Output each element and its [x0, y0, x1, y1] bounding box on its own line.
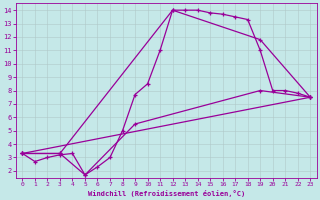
- X-axis label: Windchill (Refroidissement éolien,°C): Windchill (Refroidissement éolien,°C): [88, 190, 245, 197]
